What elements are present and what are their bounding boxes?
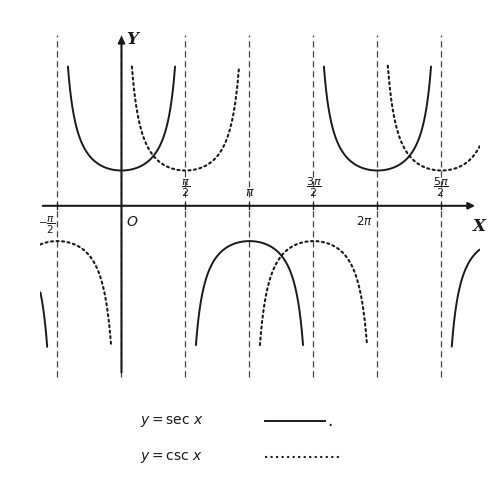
Text: $O$: $O$ (126, 215, 138, 229)
Text: $y = \mathrm{csc}\ x$: $y = \mathrm{csc}\ x$ (140, 450, 203, 465)
Text: $\dfrac{5\pi}{2}$: $\dfrac{5\pi}{2}$ (434, 175, 450, 199)
Text: $\dfrac{3\pi}{2}$: $\dfrac{3\pi}{2}$ (306, 175, 322, 199)
Text: $\pi$: $\pi$ (244, 186, 254, 199)
Text: .: . (328, 413, 333, 430)
Text: $y = \mathrm{sec}\ x$: $y = \mathrm{sec}\ x$ (140, 414, 204, 429)
Text: Y: Y (126, 31, 138, 48)
Text: X: X (472, 218, 486, 235)
Text: $2\pi$: $2\pi$ (356, 215, 372, 228)
Text: $-\dfrac{\pi}{2}$: $-\dfrac{\pi}{2}$ (38, 215, 56, 236)
Text: $\dfrac{\pi}{2}$: $\dfrac{\pi}{2}$ (181, 177, 190, 199)
